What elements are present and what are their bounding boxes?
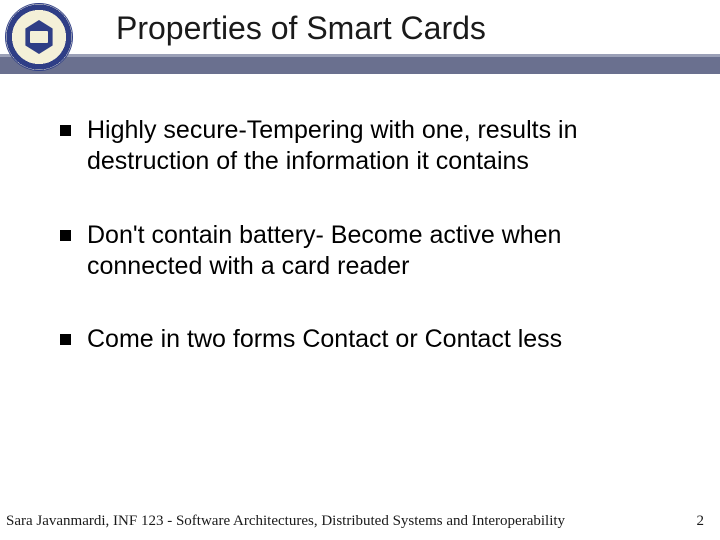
seal-book-icon: [30, 31, 48, 43]
page-number: 2: [697, 513, 715, 530]
footer-text: Sara Javanmardi, INF 123 - Software Arch…: [6, 513, 565, 530]
square-bullet-icon: [60, 334, 71, 345]
slide-footer: Sara Javanmardi, INF 123 - Software Arch…: [6, 513, 714, 530]
bullet-item: Highly secure-Tempering with one, result…: [60, 115, 660, 178]
header-bar-highlight: [0, 54, 720, 57]
seal-shield-icon: [22, 20, 56, 54]
bullet-text: Highly secure-Tempering with one, result…: [87, 115, 660, 178]
square-bullet-icon: [60, 125, 71, 136]
square-bullet-icon: [60, 230, 71, 241]
slide-title: Properties of Smart Cards: [116, 10, 486, 47]
slide-header: Properties of Smart Cards: [0, 0, 720, 74]
header-bar: [0, 54, 720, 74]
bullet-item: Come in two forms Contact or Contact les…: [60, 324, 660, 355]
university-seal-icon: [6, 4, 72, 70]
bullet-text: Don't contain battery- Become active whe…: [87, 220, 660, 283]
bullet-item: Don't contain battery- Become active whe…: [60, 220, 660, 283]
slide-body: Highly secure-Tempering with one, result…: [60, 115, 660, 397]
bullet-text: Come in two forms Contact or Contact les…: [87, 324, 562, 355]
